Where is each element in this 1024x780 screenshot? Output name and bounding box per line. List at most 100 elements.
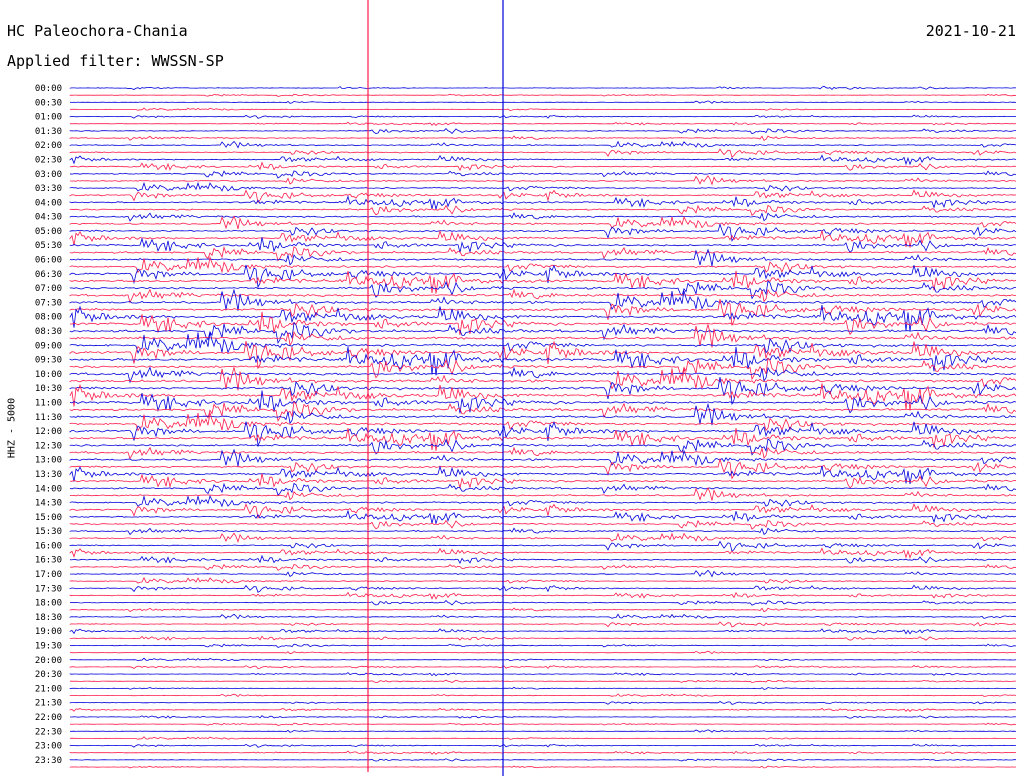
tick-label: 06:30 (35, 270, 62, 280)
trace-row (69, 402, 1017, 426)
trace-row (69, 438, 1016, 456)
trace-row (69, 722, 1017, 726)
trace-row (69, 473, 1017, 489)
tick-label: 05:00 (35, 227, 62, 237)
trace-row (69, 140, 1017, 149)
trace-row (69, 237, 1017, 254)
trace-row (69, 170, 1017, 179)
tick-label: 03:30 (35, 184, 62, 194)
tick-label: 12:30 (35, 441, 62, 451)
trace-row (69, 672, 1017, 677)
trace-row (69, 324, 1017, 348)
trace-row (69, 401, 1017, 422)
trace-row (69, 509, 1017, 524)
trace-row (69, 245, 1017, 262)
trace-row (69, 346, 1017, 376)
tick-label: 05:30 (35, 241, 62, 251)
tick-label: 03:00 (35, 170, 62, 180)
trace-row (69, 758, 1016, 762)
tick-label: 10:00 (35, 370, 62, 380)
trace-row (69, 357, 1017, 381)
trace-row (69, 540, 1017, 553)
trace-row (69, 465, 1017, 484)
tick-label: 17:00 (35, 570, 62, 580)
trace-row (69, 255, 1017, 274)
tick-label: 06:00 (35, 256, 62, 266)
tick-label: 16:30 (35, 556, 62, 566)
date-label: 2021-10-21 (925, 22, 1016, 40)
tick-label: 22:00 (35, 713, 62, 723)
tick-label: 09:00 (35, 341, 62, 351)
tick-label: 20:00 (35, 656, 62, 666)
tick-label: 23:00 (35, 742, 62, 752)
trace-row (69, 161, 1017, 172)
tick-label: 00:00 (35, 84, 62, 94)
trace-row (69, 181, 1017, 192)
tick-label: 23:30 (35, 756, 62, 766)
tick-label: 14:30 (35, 499, 62, 509)
trace-row (69, 340, 1017, 370)
station-title: HC Paleochora-Chania (7, 22, 188, 40)
trace-row (69, 686, 1016, 690)
tick-label: 14:00 (35, 484, 62, 494)
tick-label: 13:00 (35, 456, 62, 466)
tick-label: 07:00 (35, 284, 62, 294)
tick-label: 02:30 (35, 155, 62, 165)
tick-label: 08:00 (35, 313, 62, 323)
trace-row (69, 128, 1016, 135)
trace-row (69, 288, 1017, 304)
trace-row (69, 576, 1017, 584)
trace-row (70, 729, 1017, 733)
trace-row (69, 114, 1017, 119)
trace-row (69, 189, 1017, 204)
trace-row (69, 304, 1017, 332)
trace-row (69, 212, 1017, 222)
tick-label: 12:00 (35, 427, 62, 437)
trace-row (69, 527, 1017, 536)
trace-row (69, 223, 1017, 242)
trace-row (69, 446, 1017, 460)
trace-row (69, 280, 1016, 300)
trace-row (69, 248, 1017, 267)
trace-row (69, 736, 1017, 740)
trace-row (69, 707, 1017, 712)
trace-row (69, 421, 1017, 448)
trace-row (70, 715, 1017, 719)
trace-row (69, 448, 1017, 467)
tick-label: 04:00 (35, 198, 62, 208)
trace-row (69, 494, 1017, 508)
tick-label: 00:30 (35, 98, 62, 108)
trace-row (69, 195, 1017, 210)
tick-label: 08:30 (35, 327, 62, 337)
trace-row (69, 428, 1017, 451)
trace-row (69, 135, 1016, 141)
tick-labels: 00:00 00:30 01:00 01:30 02:00 02:30 03:00 03:30… (35, 84, 62, 766)
trace-row (69, 322, 1017, 345)
trace-row (69, 264, 1017, 289)
tick-label: 04:30 (35, 213, 62, 223)
trace-row (69, 412, 1017, 432)
trace-row (69, 154, 1017, 166)
trace-row (69, 621, 1017, 628)
trace-row (69, 383, 1017, 411)
trace-row (69, 563, 1017, 571)
trace-row (69, 519, 1016, 530)
trace-row (69, 332, 1017, 354)
trace-row (69, 693, 1017, 698)
trace-row (70, 679, 1016, 683)
tick-label: 01:30 (35, 127, 62, 137)
trace-row (69, 613, 1017, 620)
trace-row (69, 204, 1016, 216)
tick-label: 16:00 (35, 541, 62, 551)
tick-label: 11:00 (35, 398, 62, 408)
trace-row (69, 299, 1017, 326)
tick-label: 15:00 (35, 513, 62, 523)
trace-row (69, 591, 1017, 600)
tick-label: 18:30 (35, 613, 62, 623)
trace-row (69, 584, 1017, 593)
tick-label: 13:30 (35, 470, 62, 480)
tick-label: 07:30 (35, 298, 62, 308)
trace-row (69, 366, 1017, 384)
trace-row (69, 643, 1017, 648)
